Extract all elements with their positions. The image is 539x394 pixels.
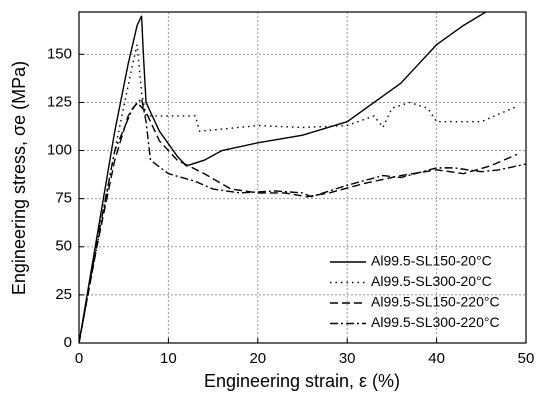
plot-frame bbox=[78, 11, 527, 344]
y-tick-label: 25 bbox=[55, 286, 72, 303]
legend-label: Al99.5-SL150-20°C bbox=[371, 253, 492, 269]
y-tick-label: 150 bbox=[47, 45, 72, 62]
x-tick-label: 20 bbox=[249, 350, 266, 367]
y-tick-label: 125 bbox=[47, 93, 72, 110]
legend-label: Al99.5-SL300-20°C bbox=[371, 273, 492, 289]
y-tick-label: 75 bbox=[55, 190, 72, 207]
legend-label: Al99.5-SL300-220°C bbox=[371, 314, 500, 330]
y-tick-label: 50 bbox=[55, 238, 72, 255]
x-tick-label: 0 bbox=[75, 350, 83, 367]
y-axis-label: Engineering stress, σe (MPa) bbox=[9, 61, 29, 295]
y-tick-label: 100 bbox=[47, 142, 72, 159]
x-tick-label: 40 bbox=[428, 350, 445, 367]
x-tick-label: 30 bbox=[339, 350, 356, 367]
y-tick-label: 0 bbox=[64, 334, 72, 351]
data-line bbox=[79, 97, 526, 343]
legend-label: Al99.5-SL150-220°C bbox=[371, 294, 500, 310]
data-line bbox=[79, 12, 487, 343]
x-axis-label: Engineering strain, ε (%) bbox=[204, 371, 400, 391]
x-tick-label: 50 bbox=[518, 350, 535, 367]
x-tick-label: 10 bbox=[160, 350, 177, 367]
